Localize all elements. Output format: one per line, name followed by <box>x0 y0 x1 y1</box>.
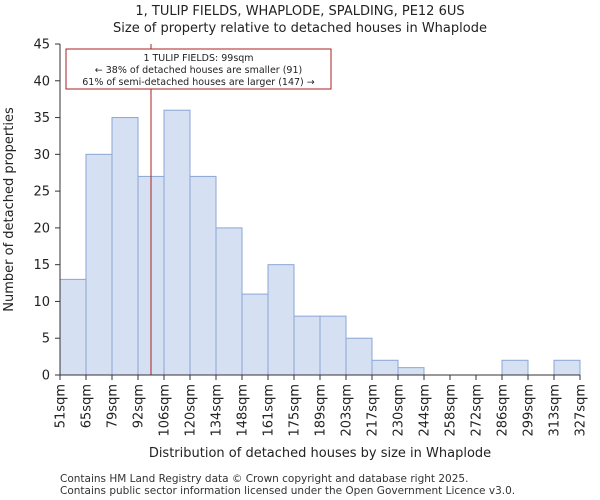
y-tick-label: 35 <box>33 111 50 126</box>
x-tick-label: 106sqm <box>158 384 173 437</box>
bar-313sqm <box>553 359 581 376</box>
bar-161sqm <box>267 264 295 376</box>
y-tick-label: 5 <box>42 332 50 347</box>
bar-120sqm <box>189 175 217 376</box>
bar-65sqm <box>85 153 113 376</box>
bar-79sqm <box>111 117 139 376</box>
x-tick-label: 65sqm <box>80 384 95 428</box>
footer-line2: Contains public sector information licen… <box>60 485 516 497</box>
x-tick-label: 189sqm <box>314 384 329 437</box>
y-tick-label: 20 <box>33 221 50 236</box>
x-tick-label: 244sqm <box>418 384 433 437</box>
x-tick-label: 148sqm <box>236 384 251 437</box>
x-tick-label: 134sqm <box>210 384 225 437</box>
annotation-box <box>65 48 332 90</box>
y-tick-label: 0 <box>42 369 50 384</box>
bar-189sqm <box>319 315 347 376</box>
bar-148sqm <box>241 293 269 376</box>
bar-217sqm <box>371 359 399 376</box>
y-tick-label: 45 <box>33 38 50 53</box>
x-tick-label: 299sqm <box>522 384 537 437</box>
footer-line1: Contains HM Land Registry data © Crown c… <box>60 473 469 485</box>
bars-group <box>59 109 581 376</box>
bar-106sqm <box>163 109 191 376</box>
y-axis-ticks: 0 5 10 15 20 25 30 35 40 45 <box>33 38 60 384</box>
x-axis-ticks: 51sqm 65sqm 79sqm 92sqm 106sqm 120sqm 134sqm 14… <box>54 375 589 437</box>
x-tick-label: 258sqm <box>444 384 459 437</box>
y-tick-label: 15 <box>33 258 50 273</box>
y-tick-label: 30 <box>33 148 50 163</box>
y-tick-label: 10 <box>33 295 50 310</box>
x-tick-label: 327sqm <box>574 384 589 437</box>
bar-286sqm <box>501 359 529 376</box>
x-tick-label: 120sqm <box>184 384 199 437</box>
y-tick-label: 25 <box>33 185 50 200</box>
annotation-line1: 1 TULIP FIELDS: 99sqm <box>143 53 253 64</box>
annotation-line3: 61% of semi-detached houses are larger (… <box>82 77 315 88</box>
x-tick-label: 203sqm <box>340 384 355 437</box>
x-tick-label: 79sqm <box>106 384 121 428</box>
bar-175sqm <box>293 315 321 376</box>
y-tick-label: 40 <box>33 74 50 89</box>
chart-title-line2: Size of property relative to detached ho… <box>113 21 487 36</box>
x-axis-label: Distribution of detached houses by size … <box>149 446 491 461</box>
x-tick-label: 313sqm <box>548 384 563 437</box>
x-tick-label: 175sqm <box>288 384 303 437</box>
x-tick-label: 161sqm <box>262 384 277 437</box>
x-tick-label: 92sqm <box>132 384 147 428</box>
x-tick-label: 230sqm <box>392 384 407 437</box>
bar-134sqm <box>215 227 243 376</box>
bar-203sqm <box>345 337 373 376</box>
bar-230sqm <box>397 367 425 376</box>
y-axis-label: Number of detached properties <box>2 107 17 312</box>
bar-51sqm <box>59 278 87 376</box>
x-tick-label: 51sqm <box>54 384 69 428</box>
x-tick-label: 272sqm <box>470 384 485 437</box>
chart-title-line1: 1, TULIP FIELDS, WHAPLODE, SPALDING, PE1… <box>135 4 465 19</box>
x-tick-label: 217sqm <box>366 384 381 437</box>
x-tick-label: 286sqm <box>496 384 511 437</box>
annotation-line2: ← 38% of detached houses are smaller (91… <box>95 65 302 76</box>
